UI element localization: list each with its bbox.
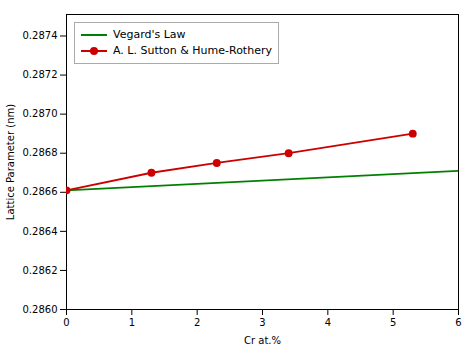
svg-text:2: 2 <box>194 317 200 328</box>
svg-text:0.2866: 0.2866 <box>23 186 58 197</box>
svg-text:Cr at.%: Cr at.% <box>244 335 281 346</box>
svg-text:4: 4 <box>325 317 331 328</box>
svg-text:0: 0 <box>63 317 69 328</box>
svg-text:0.2864: 0.2864 <box>23 226 58 237</box>
svg-text:0.2860: 0.2860 <box>23 304 58 315</box>
svg-text:0.2868: 0.2868 <box>23 147 58 158</box>
svg-text:3: 3 <box>259 317 265 328</box>
svg-text:0.2872: 0.2872 <box>23 69 58 80</box>
svg-text:1: 1 <box>129 317 135 328</box>
svg-text:0.2862: 0.2862 <box>23 265 58 276</box>
svg-text:0.2870: 0.2870 <box>23 108 58 119</box>
svg-text:6: 6 <box>455 317 461 328</box>
html-text:Vegard's Law: Vegard's Law <box>113 28 186 41</box>
html-text:A. L. Sutton & Hume-Rothery: A. L. Sutton & Hume-Rothery <box>113 44 272 57</box>
svg-text:5: 5 <box>390 317 396 328</box>
svg-text:0.2874: 0.2874 <box>23 30 58 41</box>
svg-text:Lattice Parameter (nm): Lattice Parameter (nm) <box>5 104 16 220</box>
